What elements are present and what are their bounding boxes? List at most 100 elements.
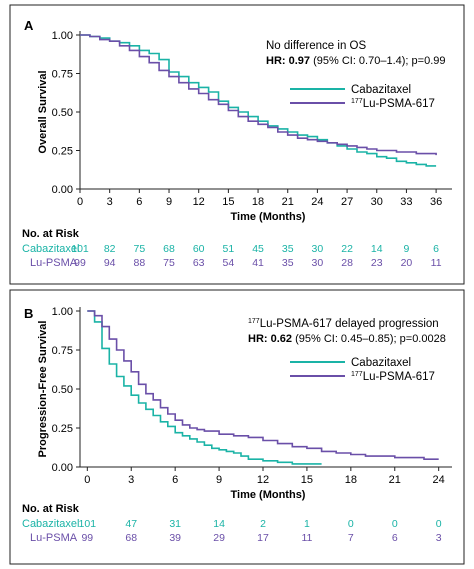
risk-cell-cabazitaxel: 51: [223, 243, 235, 255]
risk-cell-cabazitaxel: 82: [104, 243, 116, 255]
risk-cell-lu: 7: [348, 532, 354, 544]
x-tick-label: 18: [252, 196, 264, 208]
risk-cell-cabazitaxel: 101: [79, 518, 97, 530]
x-tick-label: 24: [311, 196, 323, 208]
risk-cell-lu: 3: [436, 532, 442, 544]
y-axis-label: Progression-Free Survival: [37, 321, 49, 458]
x-tick-label: 30: [371, 196, 383, 208]
risk-cell-lu: 39: [169, 532, 181, 544]
x-tick-label: 21: [389, 474, 401, 486]
x-tick-label: 6: [172, 474, 178, 486]
risk-cell-cabazitaxel: 45: [252, 243, 264, 255]
risk-cell-lu: 30: [312, 257, 324, 269]
panel-a-letter: A: [24, 18, 34, 33]
risk-cell-cabazitaxel: 0: [392, 518, 398, 530]
risk-cell-lu: 11: [301, 532, 312, 544]
legend-cabazitaxel-label: Cabazitaxel: [351, 84, 411, 96]
x-tick-label: 3: [128, 474, 134, 486]
risk-cell-lu: 88: [134, 257, 146, 269]
x-tick-label: 0: [77, 196, 83, 208]
risk-cell-cabazitaxel: 2: [260, 518, 266, 530]
annotation-line1: No difference in OS: [266, 40, 366, 52]
risk-cell-lu: 68: [125, 532, 137, 544]
risk-cell-lu: 11: [431, 257, 442, 269]
risk-cell-lu: 63: [193, 257, 205, 269]
legend-lu-text: Lu-PSMA-617: [363, 371, 435, 383]
x-tick-label: 9: [166, 196, 172, 208]
x-tick-label: 12: [193, 196, 205, 208]
panel-b-frame: [9, 289, 465, 565]
risk-cell-cabazitaxel: 14: [213, 518, 225, 530]
risk-cell-lu: 20: [401, 257, 413, 269]
risk-row-label-cabazitaxel: Cabazitaxel: [22, 243, 79, 255]
y-tick-label: 0.25: [52, 423, 73, 435]
x-tick-label: 21: [282, 196, 294, 208]
x-tick-label: 9: [216, 474, 222, 486]
annotation-line1: 177Lu-PSMA-617 delayed progression: [248, 318, 439, 330]
x-tick-label: 3: [107, 196, 113, 208]
y-tick-label: 0.25: [52, 146, 73, 158]
legend-lu-label: 177Lu-PSMA-617: [351, 371, 435, 383]
risk-cell-lu: 17: [257, 532, 269, 544]
panel-a-frame: [9, 4, 465, 285]
lu-psma-curve: [87, 310, 439, 460]
x-tick-label: 12: [257, 474, 269, 486]
risk-cell-cabazitaxel: 9: [404, 243, 410, 255]
risk-cell-cabazitaxel: 31: [169, 518, 181, 530]
annotation-text: Lu-PSMA-617 delayed progression: [260, 318, 439, 330]
risk-cell-lu: 41: [252, 257, 264, 269]
risk-cell-lu: 99: [81, 532, 93, 544]
risk-cell-lu: 35: [282, 257, 294, 269]
y-tick-label: 0.00: [52, 462, 73, 474]
risk-table-title: No. at Risk: [22, 503, 80, 515]
risk-cell-lu: 6: [392, 532, 398, 544]
risk-row-label-cabazitaxel: Cabazitaxel: [22, 518, 79, 530]
y-tick-label: 0.50: [52, 107, 73, 119]
annotation-hr: HR: 0.97 (95% CI: 0.70–1.4); p=0.99: [266, 55, 445, 67]
risk-row-label-lu: Lu-PSMA: [30, 257, 78, 269]
y-tick-label: 0.75: [52, 69, 73, 81]
risk-cell-cabazitaxel: 30: [312, 243, 324, 255]
legend-lu-label: 177Lu-PSMA-617: [351, 98, 435, 110]
risk-cell-cabazitaxel: 1: [304, 518, 310, 530]
lu-psma-curve: [80, 34, 437, 156]
risk-table-title: No. at Risk: [22, 228, 80, 240]
risk-cell-lu: 23: [371, 257, 383, 269]
hr-ci: (95% CI: 0.45–0.85); p=0.0028: [292, 333, 446, 345]
x-tick-label: 6: [136, 196, 142, 208]
legend-lu-superscript: 177: [351, 371, 363, 378]
risk-cell-cabazitaxel: 47: [125, 518, 137, 530]
legend-lu-text: Lu-PSMA-617: [363, 98, 435, 110]
y-tick-label: 1.00: [52, 30, 73, 42]
annotation-superscript: 177: [248, 318, 260, 325]
x-axis-label: Time (Months): [231, 211, 306, 223]
y-tick-label: 0.00: [52, 184, 73, 196]
y-tick-label: 1.00: [52, 306, 73, 318]
y-tick-label: 0.75: [52, 345, 73, 357]
risk-cell-lu: 28: [341, 257, 353, 269]
risk-cell-lu: 54: [223, 257, 235, 269]
x-axis-label: Time (Months): [231, 489, 306, 501]
panel-b-letter: B: [24, 306, 33, 321]
risk-row-label-lu: Lu-PSMA: [30, 532, 78, 544]
hr-value: HR: 0.62: [248, 333, 292, 345]
risk-cell-cabazitaxel: 6: [433, 243, 439, 255]
y-tick-label: 0.50: [52, 384, 73, 396]
y-axis-label: Overall Survival: [37, 70, 49, 153]
x-tick-label: 15: [222, 196, 234, 208]
risk-cell-cabazitaxel: 68: [163, 243, 175, 255]
x-tick-label: 0: [84, 474, 90, 486]
x-tick-label: 15: [301, 474, 313, 486]
annotation-hr: HR: 0.62 (95% CI: 0.45–0.85); p=0.0028: [248, 333, 446, 345]
legend-cabazitaxel-label: Cabazitaxel: [351, 357, 411, 369]
risk-cell-cabazitaxel: 0: [436, 518, 442, 530]
x-tick-label: 33: [400, 196, 412, 208]
hr-value: HR: 0.97: [266, 55, 310, 67]
x-tick-label: 36: [430, 196, 442, 208]
hr-ci: (95% CI: 0.70–1.4); p=0.99: [310, 55, 445, 67]
risk-cell-cabazitaxel: 0: [348, 518, 354, 530]
risk-cell-cabazitaxel: 22: [341, 243, 353, 255]
risk-cell-lu: 94: [104, 257, 116, 269]
